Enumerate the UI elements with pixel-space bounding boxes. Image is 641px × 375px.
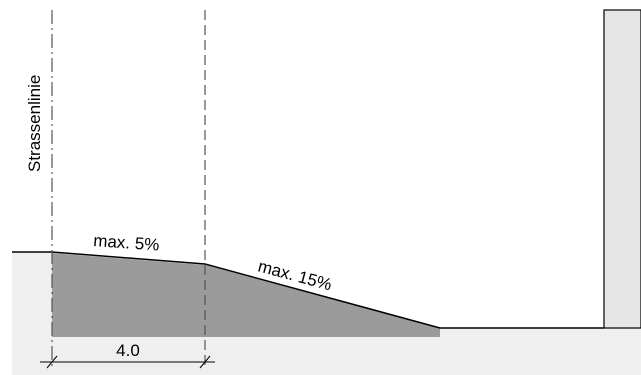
- dimension-tick-right: [199, 355, 211, 369]
- slope-label-first: max. 5%: [93, 231, 160, 255]
- dimension-label: 4.0: [116, 341, 140, 360]
- street-line-label: Strassenlinie: [25, 75, 44, 172]
- dimension-marker: [40, 355, 215, 369]
- building-wall: [603, 9, 641, 329]
- terrain-profile-line: [12, 251, 604, 329]
- ramp-body: [52, 253, 440, 337]
- dimension-tick-left: [46, 355, 58, 369]
